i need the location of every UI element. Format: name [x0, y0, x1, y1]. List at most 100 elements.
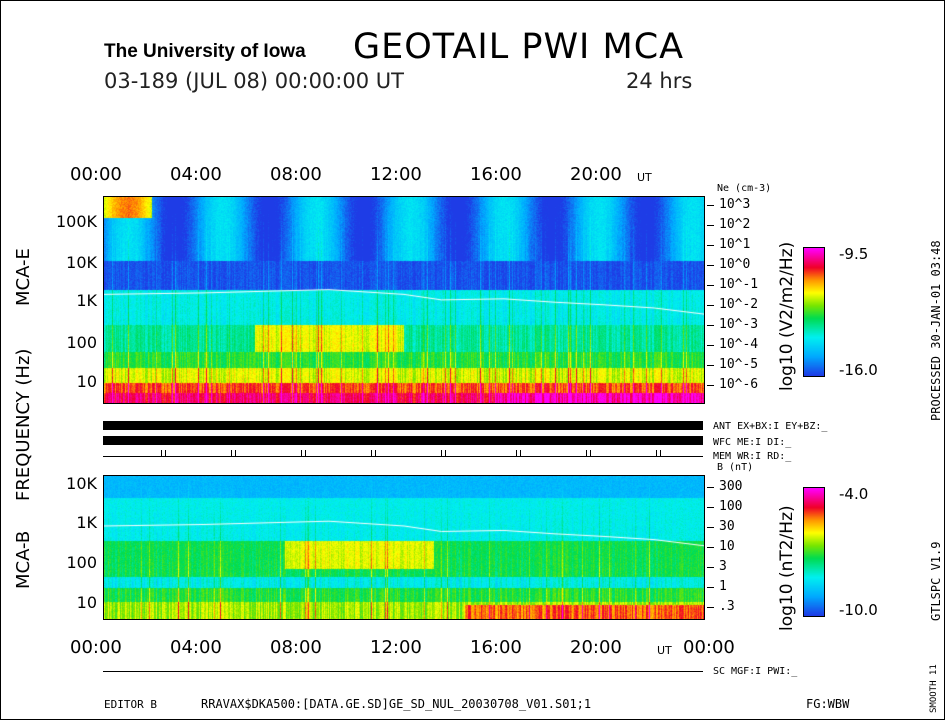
ne-tick-label: 10^0: [719, 257, 751, 272]
mca-e-label: MCA-E: [13, 248, 34, 306]
ne-tick-mark: [707, 385, 714, 386]
bottom-time-tick: 12:00: [370, 637, 422, 658]
ne-tick-label: 10^-6: [719, 377, 759, 392]
mca-e-colorbar: [803, 247, 825, 377]
mem-status: MEM WR:I RD:_: [713, 451, 792, 462]
mca-e-ytick: 10K: [66, 253, 97, 272]
mca-e-ytick: 100: [66, 333, 97, 352]
mem-tick: [516, 450, 521, 456]
b-tick-label: .3: [719, 599, 735, 614]
mca-b-colorbar-label: log10 (nT2/Hz): [777, 505, 797, 631]
mem-tick: [586, 450, 591, 456]
bottom-time-tick: 16:00: [470, 637, 522, 658]
date-label: 03-189 (JUL 08) 00:00:00 UT: [104, 69, 404, 93]
frequency-axis-label: FREQUENCY (Hz): [13, 348, 34, 501]
ne-tick-label: 10^3: [719, 197, 751, 212]
top-time-tick: 12:00: [370, 164, 422, 185]
ne-tick-mark: [707, 205, 714, 206]
b-tick-label: 1: [719, 579, 727, 594]
ne-tick-mark: [707, 325, 714, 326]
ant-status: ANT EX+BX:I EY+BZ:_: [713, 421, 828, 432]
b-tick-label: 300: [719, 479, 743, 494]
ne-tick-label: 10^1: [719, 237, 751, 252]
mem-tick: [656, 450, 661, 456]
b-tick-mark: [707, 567, 714, 568]
ne-tick-label: 10^2: [719, 217, 751, 232]
mca-e-ytick: 10: [76, 372, 97, 391]
b-tick-label: 10: [719, 539, 735, 554]
b-tick-mark: [707, 587, 714, 588]
mca-b-ytick: 10K: [66, 474, 97, 493]
mca-e-ytick: 100K: [55, 212, 97, 231]
top-time-tick: 04:00: [170, 164, 222, 185]
mca-b-ytick: 10: [76, 593, 97, 612]
ne-tick-mark: [707, 245, 714, 246]
b-tick-mark: [707, 487, 714, 488]
mca-b-colorbar-min: -10.0: [839, 601, 878, 619]
plot-title: GEOTAIL PWI MCA: [353, 27, 685, 67]
ne-tick-mark: [707, 345, 714, 346]
top-time-tick: 00:00: [70, 164, 122, 185]
duration-label: 24 hrs: [626, 69, 693, 93]
b-tick-label: 3: [719, 559, 727, 574]
ne-tick-mark: [707, 305, 714, 306]
mca-b-label: MCA-B: [13, 530, 34, 589]
wfc-status: WFC ME:I DI:_: [713, 437, 792, 448]
version-label: GTLSPC V1.9: [929, 541, 943, 621]
ne-tick-mark: [707, 365, 714, 366]
editor-label: EDITOR B: [104, 698, 157, 711]
mem-tick: [161, 450, 166, 456]
mem-status-line: [103, 456, 703, 457]
mem-tick: [301, 450, 306, 456]
ne-tick-label: 10^-5: [719, 357, 759, 372]
ne-tick-label: 10^-2: [719, 297, 759, 312]
bottom-time-tick: 08:00: [270, 637, 322, 658]
mem-tick: [371, 450, 376, 456]
b-tick-mark: [707, 607, 714, 608]
b-tick-mark: [707, 547, 714, 548]
bottom-time-tick: 00:00: [683, 637, 735, 658]
top-time-tick: 08:00: [270, 164, 322, 185]
wfc-status-bar: [103, 436, 703, 445]
mca-b-colorbar: [803, 487, 825, 617]
mca-e-colorbar-label: log10 (V2/m2/Hz): [777, 241, 797, 391]
mem-tick: [231, 450, 236, 456]
bottom-time-tick: 00:00: [70, 637, 122, 658]
sc-status: SC MGF:I PWI:_: [713, 666, 798, 677]
ne-tick-label: 10^-1: [719, 277, 759, 292]
fg-label: FG:WBW: [806, 697, 850, 711]
sc-status-line: [103, 671, 703, 672]
ut-label-top: UT: [637, 171, 652, 184]
mem-tick: [441, 450, 446, 456]
bottom-time-tick: 20:00: [570, 637, 622, 658]
mca-b-ytick: 100: [66, 553, 97, 572]
institution: The University of Iowa: [104, 41, 306, 62]
bottom-time-tick: 04:00: [170, 637, 222, 658]
b-tick-mark: [707, 507, 714, 508]
ant-status-bar: [103, 421, 703, 430]
mca-b-ytick: 1K: [76, 513, 97, 532]
ne-tick-mark: [707, 285, 714, 286]
mca-e-spectrogram: [103, 196, 705, 404]
b-tick-label: 100: [719, 499, 743, 514]
ne-tick-label: 10^-3: [719, 317, 759, 332]
ne-tick-mark: [707, 265, 714, 266]
top-time-tick: 20:00: [570, 164, 622, 185]
top-time-tick: 16:00: [470, 164, 522, 185]
mca-b-spectrogram: [103, 475, 705, 620]
ne-axis-title: Ne (cm-3): [717, 183, 772, 194]
processed-label: PROCESSED 30-JAN-01 03:48: [929, 240, 943, 421]
b-tick-mark: [707, 527, 714, 528]
smooth-label: SMOOTH 11: [929, 664, 939, 713]
b-tick-label: 30: [719, 519, 735, 534]
mca-e-colorbar-min: -16.0: [839, 361, 878, 379]
ne-tick-mark: [707, 225, 714, 226]
ne-tick-label: 10^-4: [719, 337, 759, 352]
mca-e-ytick: 1K: [76, 291, 97, 310]
ut-label-bottom: UT: [657, 644, 672, 657]
file-path: RRAVAX$DKA500:[DATA.GE.SD]GE_SD_NUL_2003…: [201, 697, 592, 711]
mca-e-colorbar-max: -9.5: [839, 245, 869, 263]
mca-b-colorbar-max: -4.0: [839, 485, 869, 503]
b-axis-title: B (nT): [717, 462, 754, 473]
